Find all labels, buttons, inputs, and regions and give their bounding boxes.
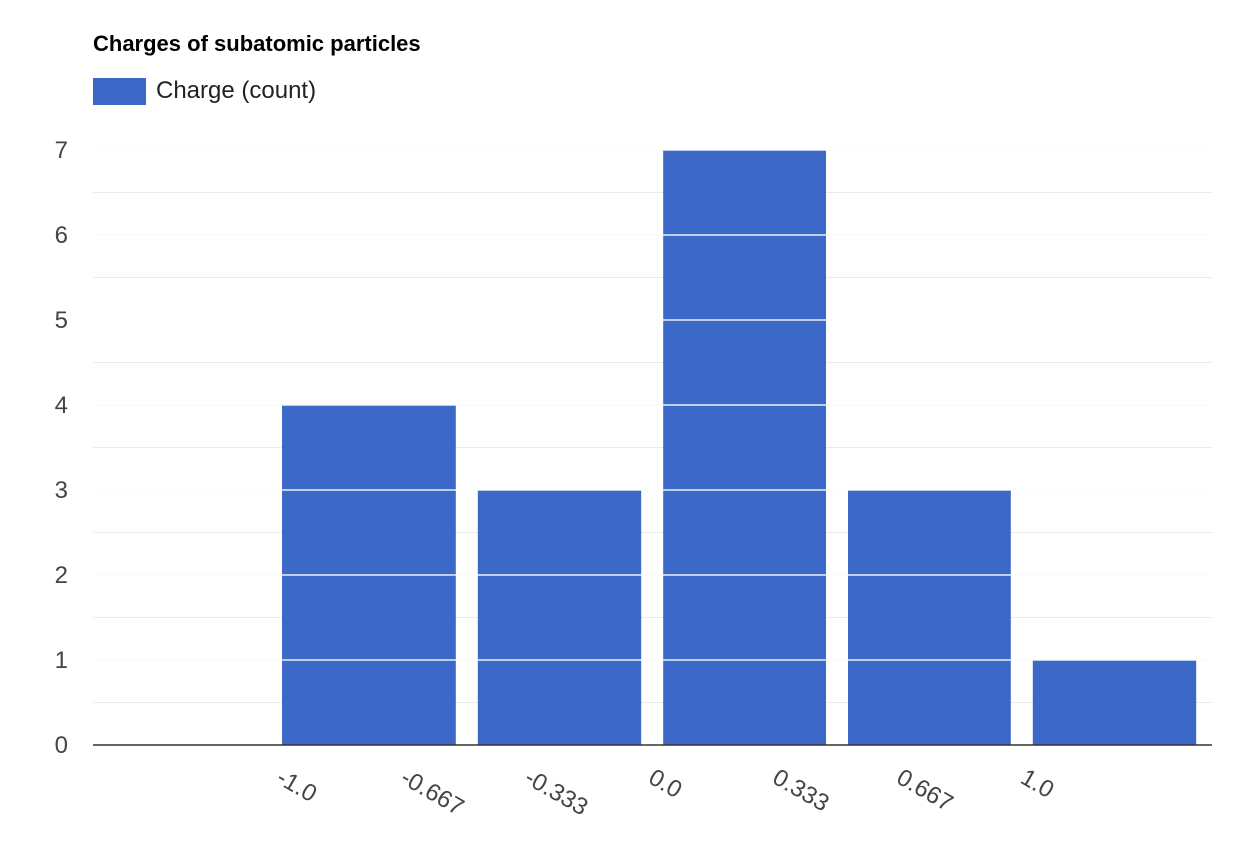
y-tick-label: 6 [55, 222, 68, 249]
x-tick-label: -1.0 [272, 764, 321, 808]
legend-label: Charge (count) [156, 77, 317, 104]
y-tick-label: 2 [55, 562, 68, 589]
gridlines [93, 149, 1212, 703]
x-tick-label: 1.0 [1016, 764, 1058, 804]
x-axis-ticks: -1.0 -0.667 -0.333 0.0 0.333 0.667 1.0 [272, 764, 1058, 821]
y-tick-label: 4 [55, 392, 68, 419]
chart-title: Charges of subatomic particles [93, 31, 421, 56]
bars [93, 149, 1212, 745]
x-tick-label: 0.0 [644, 764, 686, 804]
bar [1032, 660, 1197, 745]
y-axis-ticks: 0 1 2 3 4 5 6 7 [55, 137, 68, 759]
legend: Charge (count) [93, 77, 316, 105]
legend-swatch [93, 77, 146, 105]
x-tick-label: 0.333 [768, 764, 834, 817]
x-tick-label: -0.667 [396, 764, 468, 821]
y-tick-label: 5 [55, 307, 68, 334]
y-tick-label: 7 [55, 137, 68, 164]
y-tick-label: 3 [55, 477, 68, 504]
x-tick-label: -0.333 [520, 764, 592, 821]
bar [477, 490, 642, 745]
bar [848, 490, 1011, 745]
y-tick-label: 0 [55, 732, 68, 759]
y-tick-label: 1 [55, 647, 68, 674]
bar [663, 150, 826, 745]
x-tick-label: 0.667 [892, 764, 958, 817]
